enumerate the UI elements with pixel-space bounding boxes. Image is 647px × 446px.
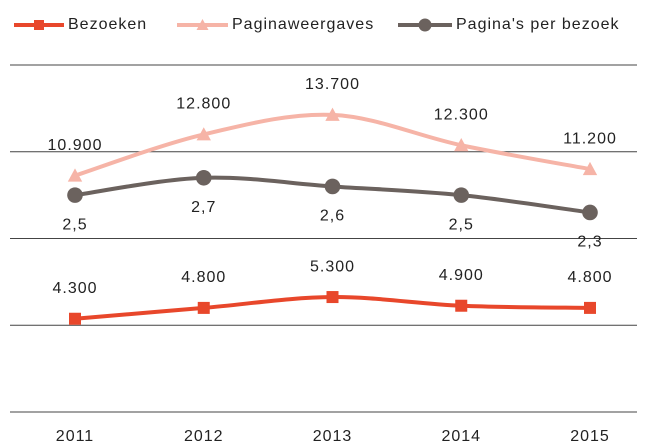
x-tick-label: 2015	[570, 428, 610, 445]
marker	[582, 204, 598, 221]
legend-label: Pagina's per bezoek	[456, 16, 619, 33]
data-label: 4.800	[181, 269, 226, 286]
marker	[69, 312, 81, 325]
x-tick-label: 2011	[56, 428, 94, 445]
marker	[326, 291, 339, 304]
marker	[34, 20, 44, 30]
x-tick-label: 2012	[184, 428, 224, 445]
marker	[584, 301, 596, 314]
x-tick-label: 2013	[313, 428, 353, 445]
data-label: 5.300	[310, 258, 355, 275]
marker	[196, 19, 209, 30]
data-label: 4.300	[52, 280, 97, 297]
marker	[67, 187, 83, 203]
marker	[324, 178, 341, 195]
data-label: 12.300	[434, 106, 489, 123]
data-label: 2,7	[191, 199, 216, 216]
data-label: 10.900	[48, 137, 103, 154]
marker	[196, 127, 211, 141]
data-label: 2,5	[449, 216, 474, 233]
marker	[325, 107, 340, 121]
data-label: 12.800	[176, 96, 231, 113]
data-label: 4.800	[567, 269, 612, 286]
data-label: 2,3	[577, 234, 602, 251]
marker	[582, 161, 598, 176]
data-label: 4.900	[439, 267, 484, 284]
marker	[418, 18, 432, 32]
x-tick-label: 2014	[441, 428, 481, 445]
marker	[454, 138, 469, 152]
marker	[67, 168, 83, 182]
data-label: 2,6	[320, 208, 345, 225]
marker	[197, 301, 210, 314]
marker	[195, 169, 212, 186]
legend-label: Paginaweergaves	[232, 16, 374, 33]
data-label: 13.700	[305, 76, 360, 93]
marker	[453, 187, 470, 203]
marker	[455, 299, 468, 312]
legend-label: Bezoeken	[68, 16, 147, 33]
data-label: 2,5	[62, 216, 87, 233]
data-label: 11.200	[563, 130, 617, 147]
series-line	[74, 112, 591, 178]
